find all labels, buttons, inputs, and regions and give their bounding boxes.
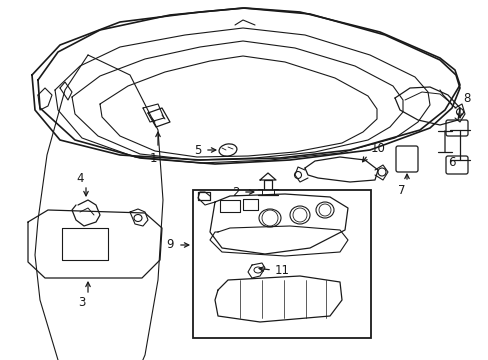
Text: 10: 10	[370, 141, 385, 154]
Text: 7: 7	[397, 184, 405, 197]
Text: 3: 3	[78, 297, 85, 310]
Text: 6: 6	[447, 157, 455, 170]
Text: 2: 2	[232, 185, 239, 198]
Text: 8: 8	[462, 91, 470, 104]
Text: 4: 4	[76, 171, 83, 184]
Text: 1: 1	[149, 152, 157, 165]
Text: 9: 9	[166, 238, 173, 252]
Text: 5: 5	[194, 144, 201, 157]
Bar	[193, 190, 370, 338]
Text: 11: 11	[274, 264, 289, 276]
